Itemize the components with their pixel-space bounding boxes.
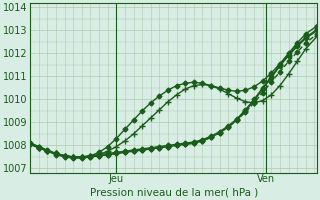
X-axis label: Pression niveau de la mer( hPa ): Pression niveau de la mer( hPa ) [90,187,258,197]
